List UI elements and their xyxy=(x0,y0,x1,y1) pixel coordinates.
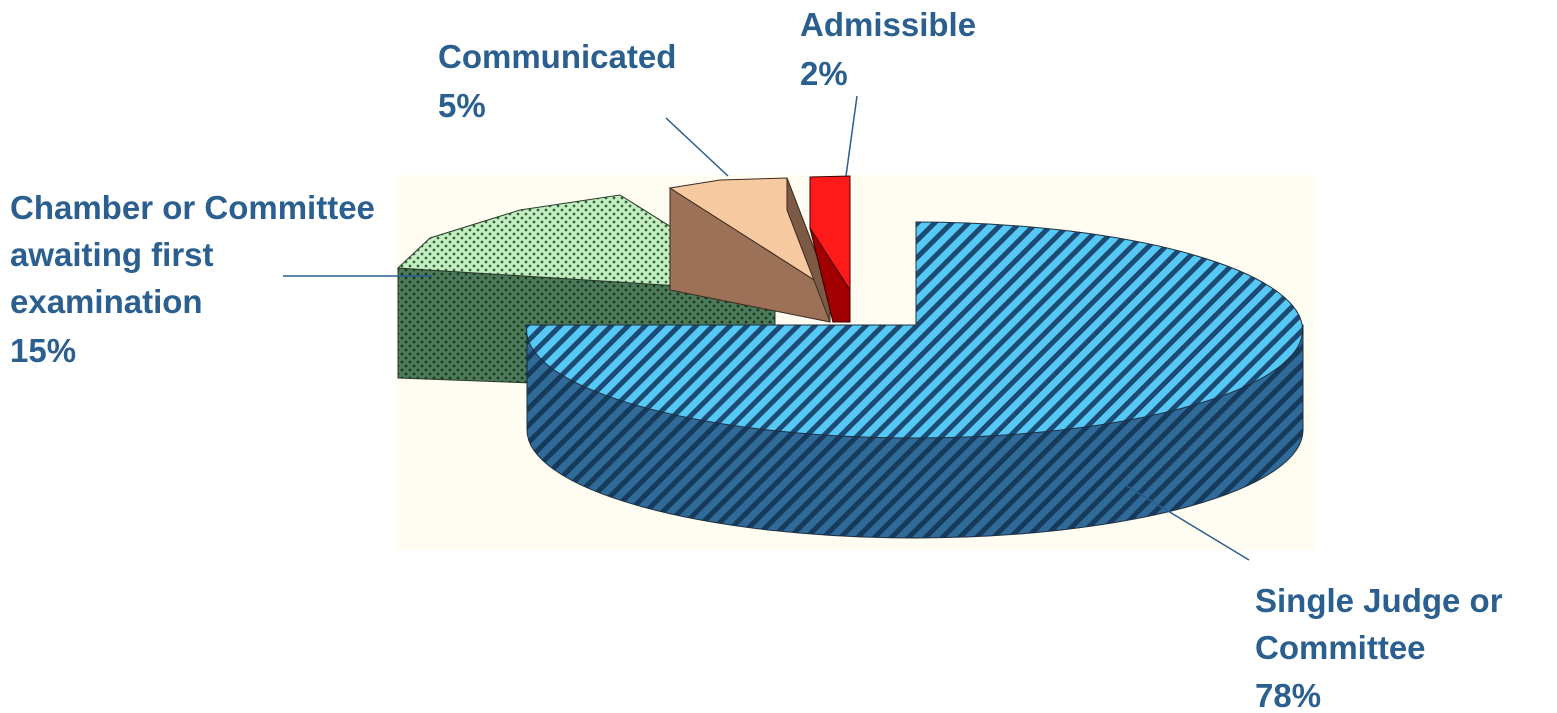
leader-line-admissible xyxy=(845,95,858,177)
data-label-admissible-percent: 2% xyxy=(800,55,848,92)
leader-line-communicated xyxy=(665,117,729,177)
data-label-admissible: Admissible 2% xyxy=(800,6,985,92)
pie-slice-communicated xyxy=(668,177,832,323)
slice-top-single xyxy=(526,221,1304,439)
pie-slice-admissible xyxy=(809,175,851,323)
data-label-communicated-name: Communicated xyxy=(438,38,676,75)
data-label-chamber-line-3: examination xyxy=(10,283,203,320)
data-label-single-line-2: Committee xyxy=(1255,629,1426,666)
data-label-chamber: Chamber or Committee awaiting first exam… xyxy=(10,189,384,369)
data-label-chamber-percent: 15% xyxy=(10,332,76,369)
slice-side-admissible xyxy=(809,227,851,323)
leader-line-single xyxy=(1124,484,1250,561)
data-label-chamber-line-2: awaiting first xyxy=(10,236,214,273)
data-label-single-line-1: Single Judge or xyxy=(1255,582,1503,619)
data-label-single: Single Judge or Committee 78% xyxy=(1255,582,1512,713)
data-label-communicated: Communicated 5% xyxy=(438,38,686,124)
data-label-communicated-percent: 5% xyxy=(438,87,486,124)
data-label-chamber-line-1: Chamber or Committee xyxy=(10,189,375,226)
data-label-single-percent: 78% xyxy=(1255,677,1321,713)
pie-slice-single xyxy=(526,221,1304,539)
data-label-admissible-name: Admissible xyxy=(800,6,976,43)
